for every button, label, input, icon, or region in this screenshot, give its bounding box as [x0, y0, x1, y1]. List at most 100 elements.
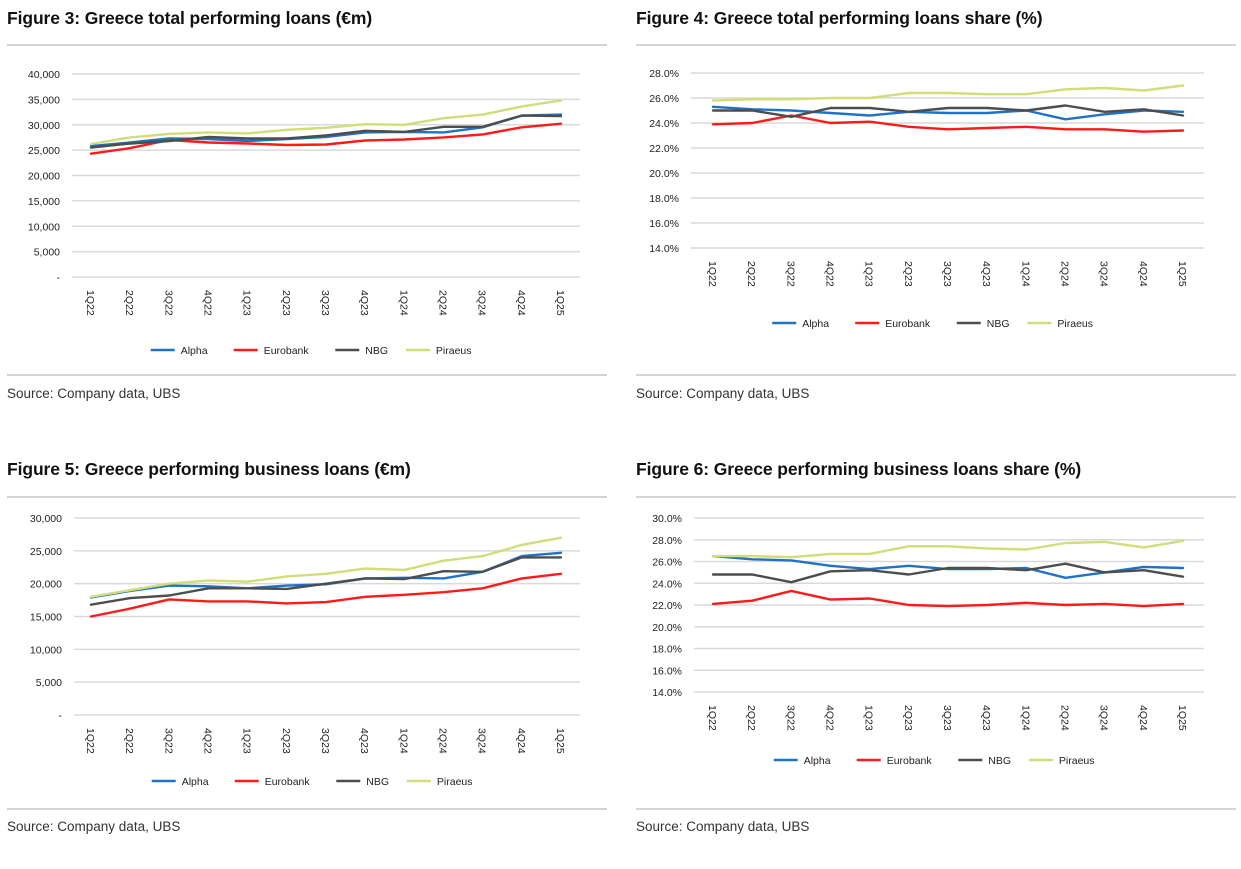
figure-6-panel: Figure 6: Greece performing business loa… — [636, 459, 1236, 859]
legend-label-nbg: NBG — [366, 776, 389, 788]
legend-label-eurobank: Eurobank — [885, 318, 931, 330]
source-divider — [636, 808, 1236, 810]
x-tick-label: 3Q23 — [941, 705, 953, 731]
x-tick-label: 3Q22 — [162, 728, 174, 754]
y-tick-label: 18.0% — [649, 193, 679, 205]
y-tick-label: 15,000 — [28, 196, 60, 208]
x-tick-label: 2Q24 — [1059, 261, 1071, 287]
y-tick-label: 22.0% — [652, 600, 682, 612]
chart-fig3: - 5,000 10,000 15,000 20,000 25,000 30,000 35,0… — [28, 69, 580, 357]
y-tick-label: 30.0% — [652, 513, 682, 525]
x-tick-label: 4Q23 — [358, 290, 370, 316]
x-tick-label: 2Q23 — [280, 290, 292, 316]
y-tick-label: 24.0% — [649, 118, 679, 130]
title-divider — [7, 44, 607, 46]
y-tick-label: 14.0% — [652, 687, 682, 699]
x-tick-label: 1Q22 — [84, 290, 96, 316]
x-tick-label: 2Q23 — [902, 705, 914, 731]
title-divider — [7, 496, 607, 498]
x-tick-label: 1Q24 — [397, 728, 409, 754]
title-divider — [636, 496, 1236, 498]
y-tick-label: 30,000 — [28, 120, 60, 132]
source-divider — [7, 374, 607, 376]
y-tick-label: 5,000 — [34, 247, 60, 259]
y-tick-label: 26.0% — [649, 93, 679, 105]
y-tick-label: - — [59, 710, 63, 722]
title-divider — [636, 44, 1236, 46]
x-tick-label: 2Q24 — [1059, 705, 1071, 731]
x-tick-label: 2Q24 — [437, 728, 449, 754]
x-tick-label: 2Q24 — [437, 290, 449, 316]
x-tick-label: 2Q23 — [902, 261, 914, 287]
x-tick-label: 2Q22 — [123, 290, 135, 316]
chart-fig4: 14.0% 16.0% 18.0% 20.0% 22.0% 24.0% 26.0% 28.0%… — [649, 68, 1204, 330]
legend-label-eurobank: Eurobank — [887, 755, 933, 767]
y-tick-label: 18.0% — [652, 644, 682, 656]
x-tick-label: 1Q23 — [863, 261, 875, 287]
source-note: Source: Company data, UBS — [7, 819, 181, 834]
x-tick-label: 3Q22 — [162, 290, 174, 316]
series-line-eurobank — [711, 114, 1185, 133]
series-line-eurobank — [711, 589, 1185, 608]
source-note: Source: Company data, UBS — [636, 819, 810, 834]
figure-title: Figure 4: Greece total performing loans … — [636, 8, 1043, 28]
source-note: Source: Company data, UBS — [636, 386, 810, 401]
legend-label-alpha: Alpha — [181, 345, 208, 357]
x-tick-label: 1Q25 — [1176, 261, 1188, 287]
series-line-piraeus — [89, 99, 563, 146]
x-tick-label: 3Q24 — [476, 728, 488, 754]
x-tick-label: 2Q23 — [280, 728, 292, 754]
x-tick-label: 3Q24 — [1098, 261, 1110, 287]
x-tick-label: 3Q24 — [476, 290, 488, 316]
y-tick-label: 35,000 — [28, 94, 60, 106]
legend-label-alpha: Alpha — [182, 776, 209, 788]
series-line-piraeus — [711, 84, 1185, 102]
x-tick-label: 3Q23 — [319, 290, 331, 316]
source-divider — [7, 808, 607, 810]
y-tick-label: 26.0% — [652, 557, 682, 569]
x-tick-label: 3Q23 — [319, 728, 331, 754]
chart-fig6: 14.0% 16.0% 18.0% 20.0% 22.0% 24.0% 26.0% 28.0%… — [652, 513, 1204, 767]
x-tick-label: 3Q23 — [941, 261, 953, 287]
legend-label-eurobank: Eurobank — [265, 776, 311, 788]
series-line-piraeus — [89, 536, 563, 599]
x-tick-label: 4Q23 — [980, 705, 992, 731]
y-tick-label: 28.0% — [652, 535, 682, 547]
legend-label-alpha: Alpha — [802, 318, 829, 330]
x-tick-label: 4Q24 — [515, 728, 527, 754]
x-tick-label: 4Q23 — [980, 261, 992, 287]
series-line-piraeus — [711, 539, 1185, 559]
figure-4-panel: Figure 4: Greece total performing loans … — [636, 8, 1236, 408]
x-tick-label: 1Q24 — [397, 290, 409, 316]
legend-label-nbg: NBG — [988, 755, 1011, 767]
x-tick-label: 2Q22 — [745, 705, 757, 731]
legend-label-piraeus: Piraeus — [1057, 318, 1093, 330]
y-tick-label: 10,000 — [28, 221, 60, 233]
y-tick-label: 10,000 — [30, 644, 62, 656]
y-tick-label: 20,000 — [30, 579, 62, 591]
x-tick-label: 1Q24 — [1019, 705, 1031, 731]
x-tick-label: 3Q22 — [784, 705, 796, 731]
legend-label-alpha: Alpha — [804, 755, 831, 767]
x-tick-label: 1Q23 — [241, 290, 253, 316]
x-tick-label: 4Q22 — [824, 261, 836, 287]
y-tick-label: 16.0% — [649, 218, 679, 230]
y-tick-label: 5,000 — [36, 677, 62, 689]
x-tick-label: 1Q24 — [1019, 261, 1031, 287]
series-line-nbg — [711, 562, 1185, 584]
y-tick-label: 20.0% — [649, 168, 679, 180]
y-tick-label: 24.0% — [652, 578, 682, 590]
figure-title: Figure 3: Greece total performing loans … — [7, 8, 373, 28]
source-note: Source: Company data, UBS — [7, 386, 181, 401]
x-tick-label: 4Q24 — [1137, 261, 1149, 287]
y-tick-label: 30,000 — [30, 513, 62, 525]
x-tick-label: 1Q25 — [554, 290, 566, 316]
y-tick-label: - — [57, 272, 61, 284]
legend-label-piraeus: Piraeus — [437, 776, 473, 788]
legend-label-nbg: NBG — [365, 345, 388, 357]
x-tick-label: 2Q22 — [123, 728, 135, 754]
x-tick-label: 1Q22 — [706, 261, 718, 287]
x-tick-label: 1Q25 — [1176, 705, 1188, 731]
x-tick-label: 1Q22 — [706, 705, 718, 731]
x-tick-label: 1Q23 — [863, 705, 875, 731]
